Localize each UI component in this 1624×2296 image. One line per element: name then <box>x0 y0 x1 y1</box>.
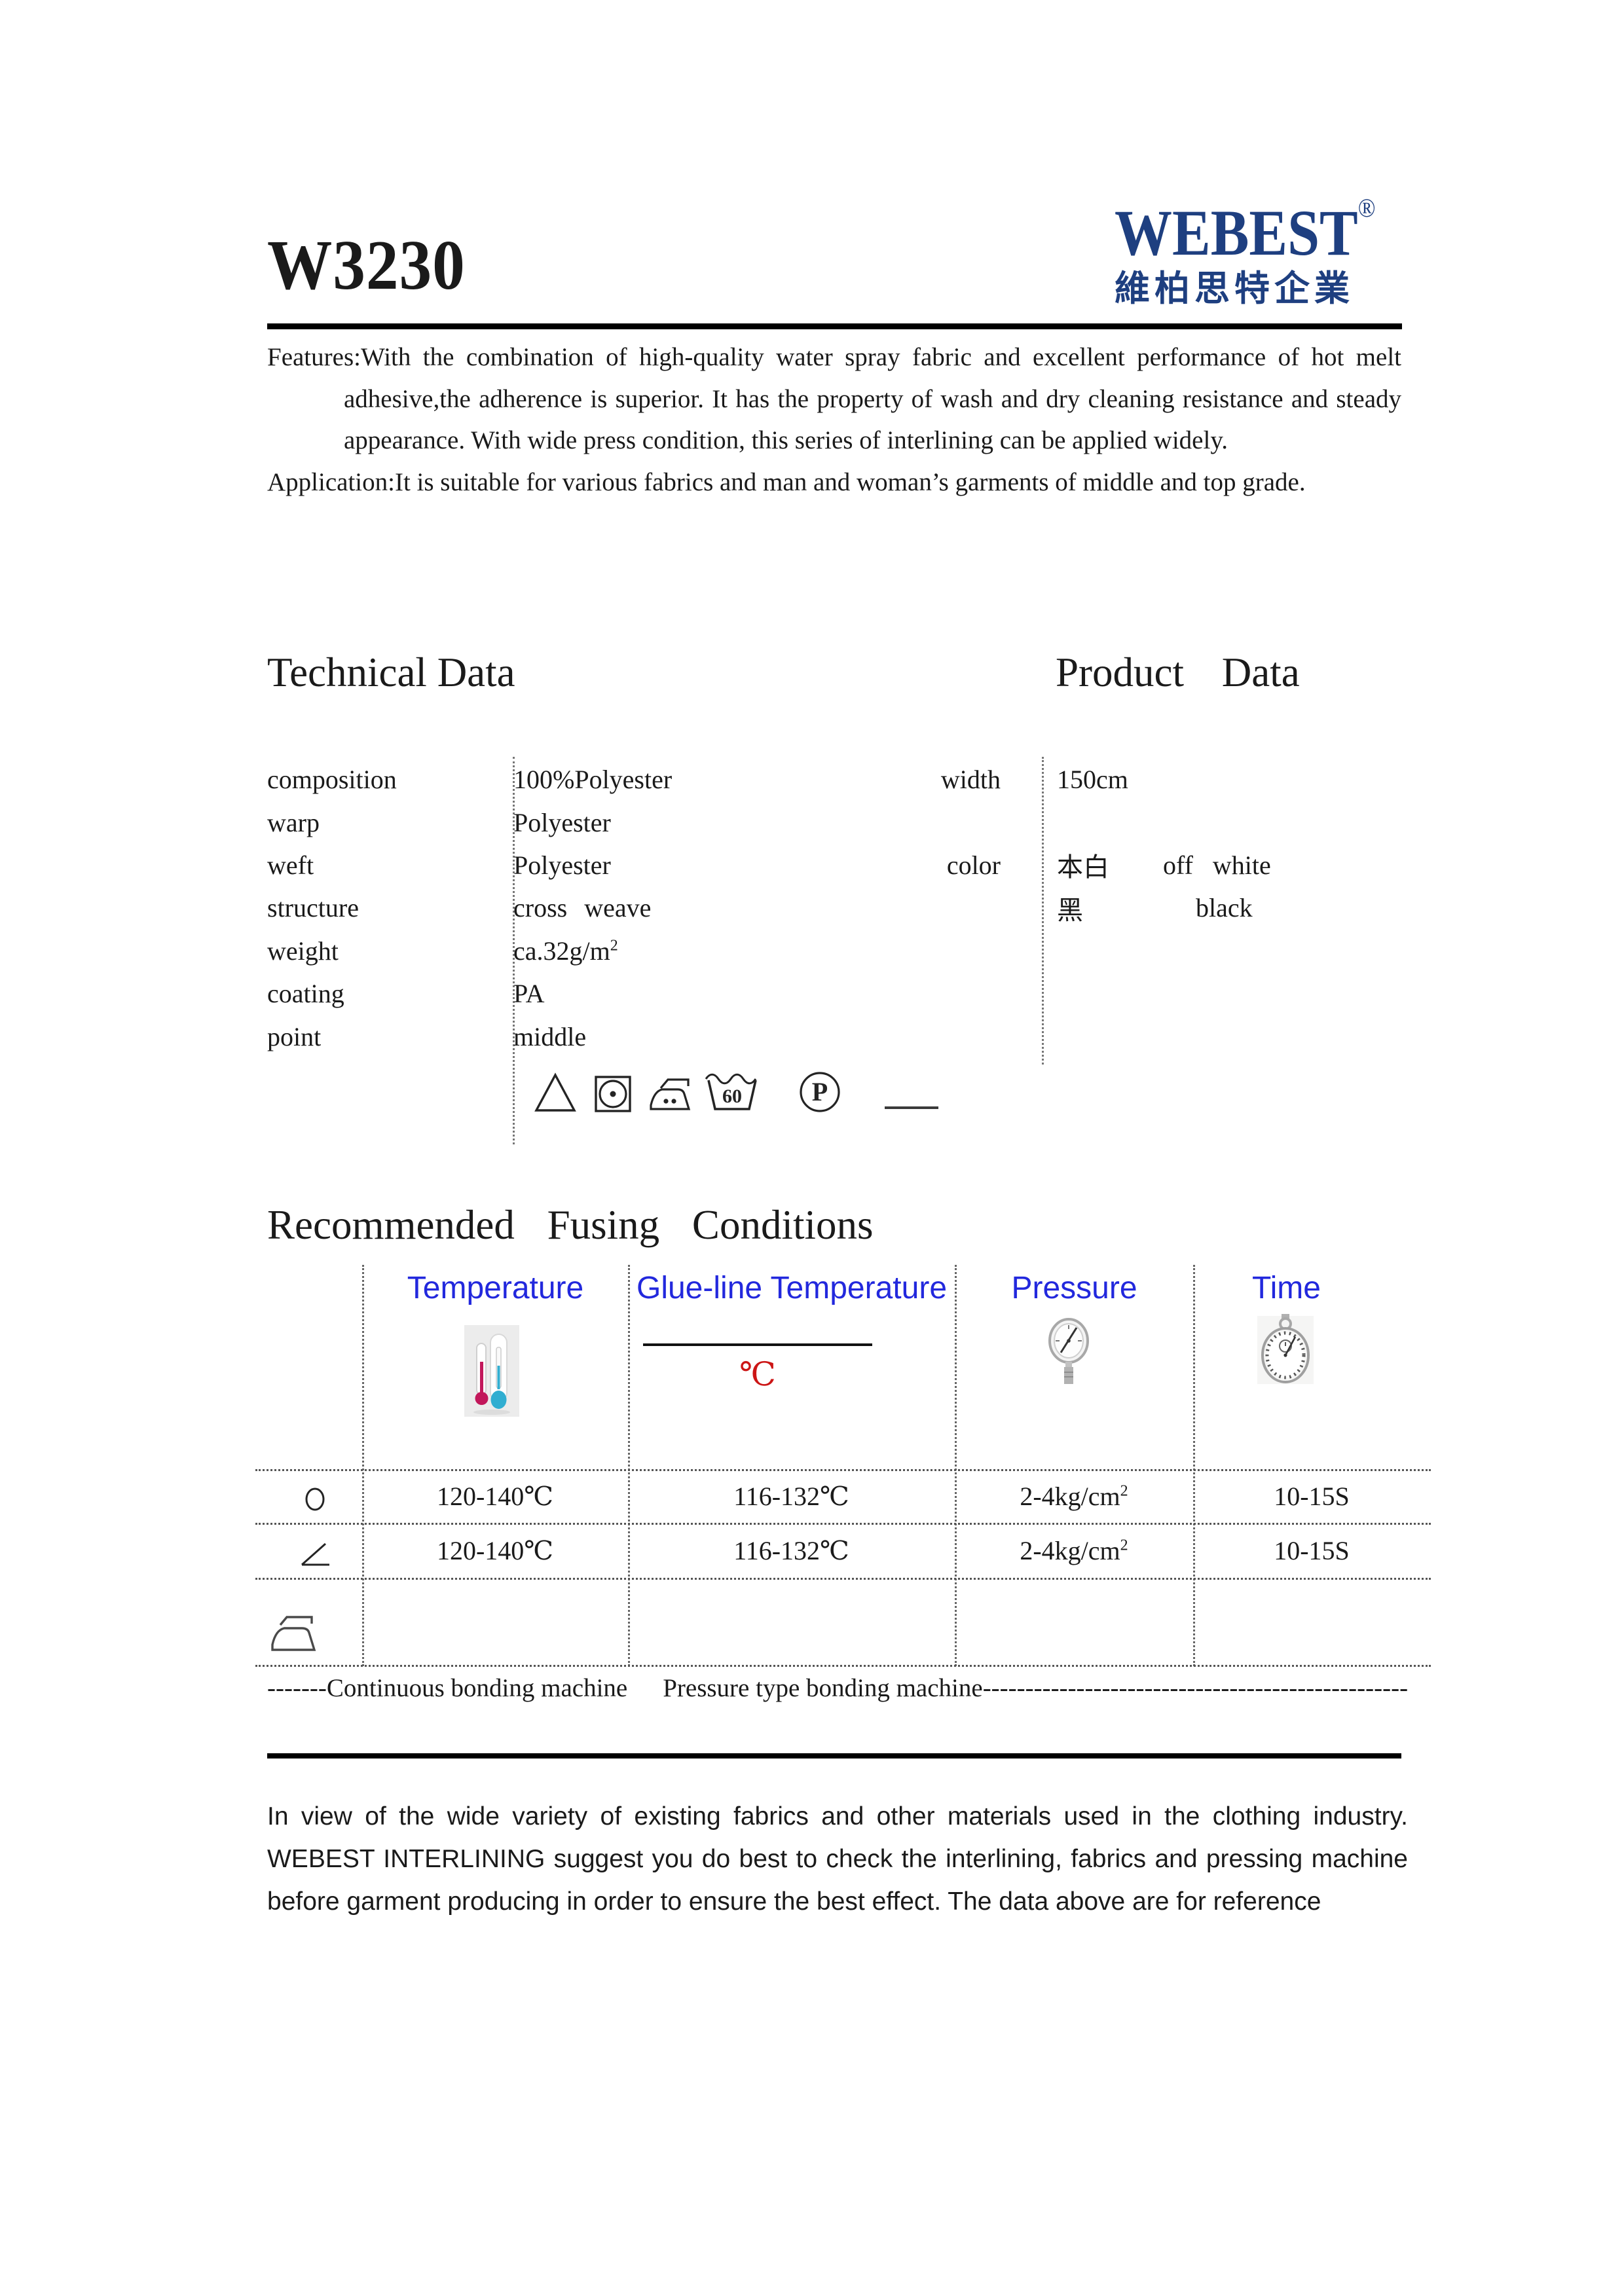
brand-logo: WEBEST® 維柏思特企業 <box>1115 195 1422 308</box>
pressure-gauge-image <box>1048 1312 1090 1393</box>
tech-row-value: PA <box>513 979 545 1009</box>
technical-divider-line <box>513 757 515 1144</box>
brand-name-text: WEBEST <box>1115 196 1358 269</box>
iron-machine-symbol <box>271 1614 318 1657</box>
celsius-symbol: ℃ <box>739 1356 776 1393</box>
bleach-triangle-icon <box>534 1072 576 1112</box>
product-width-label: width <box>940 765 1001 795</box>
column-header-time: Time <box>1252 1271 1321 1305</box>
fusing-column-line <box>1193 1265 1195 1666</box>
dry-clean-p-icon: P <box>800 1072 840 1112</box>
tech-row-label: weight <box>267 936 339 966</box>
fusing-pressure-value: 2-4kg/cm2 <box>1020 1536 1128 1565</box>
fusing-column-line <box>362 1265 364 1666</box>
column-header-pressure: Pressure <box>1011 1271 1137 1305</box>
product-data-heading: Product Data <box>1056 649 1300 695</box>
product-color-label: color <box>946 850 1001 880</box>
angle-machine-symbol <box>267 1531 362 1571</box>
glue-line-blank-underline <box>643 1343 872 1346</box>
header-rule <box>267 323 1402 329</box>
tech-row-value: cross weave <box>513 893 652 923</box>
bonding-machine-caption: -------Continuous bonding machine Pressur… <box>267 1673 1408 1703</box>
fusing-time-value: 10-15S <box>1274 1482 1350 1511</box>
fusing-temperature-value: 120-140℃ <box>436 1536 554 1565</box>
technical-data-heading: Technical Data <box>267 649 515 695</box>
registered-trademark-icon: ® <box>1357 193 1376 223</box>
application-paragraph: Application:It is suitable for various f… <box>267 467 1306 496</box>
tech-row-value: 100%Polyester <box>513 765 673 795</box>
wash-60-icon: 60 <box>705 1073 757 1110</box>
tech-row-label: point <box>267 1021 322 1051</box>
column-header-glue-line: Glue-line Temperature <box>636 1271 948 1305</box>
brand-name: WEBEST® <box>1115 195 1386 266</box>
iron-two-dots-icon <box>650 1078 691 1110</box>
dry-flat-line-icon <box>885 1106 938 1109</box>
features-paragraph: Features:With the combination of high-qu… <box>267 337 1401 462</box>
product-width-value: 150cm <box>1057 765 1128 795</box>
stopwatch-image <box>1257 1313 1314 1390</box>
fusing-column-line <box>955 1265 957 1666</box>
caption-continuous: -------Continuous bonding machine <box>267 1674 628 1702</box>
tumble-dry-icon <box>595 1076 631 1112</box>
footer-rule <box>267 1753 1401 1758</box>
fusing-conditions-heading: Recommended Fusing Conditions <box>267 1202 874 1248</box>
product-code-title: W3230 <box>267 227 466 304</box>
tech-row-label: composition <box>267 765 397 795</box>
svg-text:60: 60 <box>722 1085 742 1107</box>
fusing-row-line <box>255 1469 1431 1471</box>
tech-row-label: structure <box>267 893 359 923</box>
fusing-row-line <box>255 1665 1431 1667</box>
fusing-row-line <box>255 1523 1431 1525</box>
color-name-cn: 本白 <box>1057 852 1109 883</box>
thermometer-image <box>464 1325 519 1420</box>
weight-value-sup: 2 <box>610 937 618 955</box>
technical-data-table: composition 100%Polyester width 150cm wa… <box>267 758 1402 1058</box>
tech-row-value: middle <box>513 1021 587 1051</box>
fusing-glue-line-value: 116-132℃ <box>733 1536 849 1565</box>
color-name-en: black <box>1196 893 1253 923</box>
intro-block: Features:With the combination of high-qu… <box>267 337 1401 503</box>
circle-machine-symbol <box>267 1477 362 1516</box>
footer-note: In view of the wide variety of existing … <box>267 1802 1408 1916</box>
tech-row-label: warp <box>267 807 320 837</box>
tech-row-value: ca.32g/m2 <box>513 936 913 966</box>
brand-name-chinese: 維柏思特企業 <box>1115 269 1354 308</box>
tech-row-value: Polyester <box>513 850 611 880</box>
features-text: With the combination of high-quality wat… <box>344 343 1401 454</box>
fusing-pressure-value: 2-4kg/cm2 <box>1020 1482 1128 1511</box>
caption-pressure-type: Pressure type bonding machine-----------… <box>663 1674 1409 1702</box>
product-divider-line <box>1042 757 1044 1065</box>
care-symbols-row: 60 P <box>534 1068 938 1113</box>
product-color-row: 黑 black <box>1022 889 1402 927</box>
color-name-en: off white <box>1163 850 1271 880</box>
fusing-row-line <box>255 1578 1431 1580</box>
features-label: Features: <box>267 343 361 371</box>
fusing-column-line <box>628 1265 630 1666</box>
fusing-time-value: 10-15S <box>1274 1536 1350 1565</box>
weight-value: ca.32g/m <box>513 936 610 966</box>
color-name-cn: 黑 <box>1057 895 1083 925</box>
fusing-glue-line-value: 116-132℃ <box>733 1482 849 1511</box>
product-color-row: 本白 off white <box>1022 846 1402 884</box>
tech-row-label: coating <box>267 979 344 1009</box>
column-header-temperature: Temperature <box>407 1271 584 1305</box>
fusing-temperature-value: 120-140℃ <box>436 1482 554 1511</box>
svg-text:P: P <box>812 1077 828 1106</box>
tech-row-label: weft <box>267 850 314 880</box>
tech-row-value: Polyester <box>513 807 611 837</box>
